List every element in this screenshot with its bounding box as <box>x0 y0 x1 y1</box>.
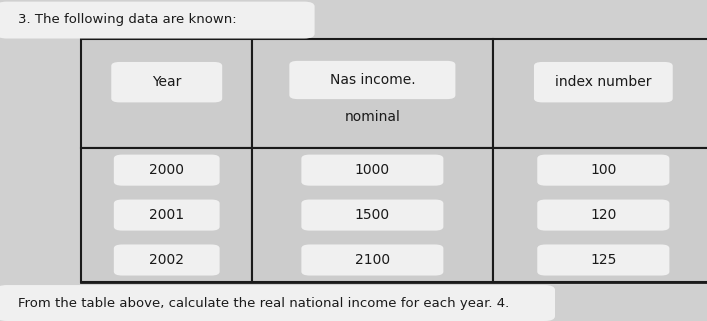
FancyBboxPatch shape <box>301 245 443 275</box>
Bar <box>493 148 707 282</box>
FancyBboxPatch shape <box>114 245 220 275</box>
Text: 125: 125 <box>590 253 617 267</box>
FancyBboxPatch shape <box>537 200 670 230</box>
Text: Nas income.: Nas income. <box>329 73 415 87</box>
Text: 100: 100 <box>590 163 617 177</box>
FancyBboxPatch shape <box>114 155 220 186</box>
FancyBboxPatch shape <box>537 155 670 186</box>
FancyBboxPatch shape <box>114 200 220 230</box>
Text: index number: index number <box>555 75 652 89</box>
Text: 2100: 2100 <box>355 253 390 267</box>
Text: 1000: 1000 <box>355 163 390 177</box>
Text: 2000: 2000 <box>149 163 185 177</box>
Text: 1500: 1500 <box>355 208 390 222</box>
FancyBboxPatch shape <box>301 200 443 230</box>
FancyBboxPatch shape <box>0 285 555 321</box>
Text: nominal: nominal <box>344 110 400 124</box>
Text: 3. The following data are known:: 3. The following data are known: <box>18 13 236 26</box>
FancyBboxPatch shape <box>537 245 670 275</box>
Bar <box>252 39 493 148</box>
Text: 2001: 2001 <box>149 208 185 222</box>
FancyBboxPatch shape <box>301 155 443 186</box>
Bar <box>81 39 707 282</box>
Bar <box>81 39 252 148</box>
FancyBboxPatch shape <box>534 62 673 102</box>
FancyBboxPatch shape <box>289 61 455 99</box>
FancyBboxPatch shape <box>111 62 222 102</box>
Bar <box>252 148 493 282</box>
Text: 120: 120 <box>590 208 617 222</box>
Text: Year: Year <box>152 75 182 89</box>
Bar <box>493 39 707 148</box>
Text: From the table above, calculate the real national income for each year. 4.: From the table above, calculate the real… <box>18 297 509 309</box>
FancyBboxPatch shape <box>0 2 315 39</box>
Bar <box>81 148 252 282</box>
Text: 2002: 2002 <box>149 253 185 267</box>
